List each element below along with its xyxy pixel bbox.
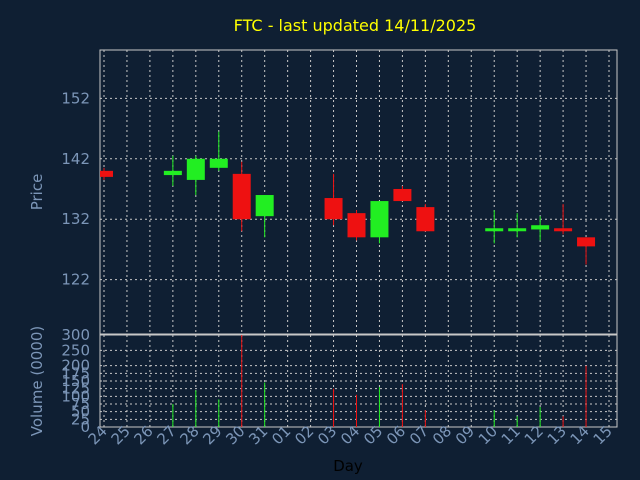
candle-body-27 <box>163 170 182 176</box>
volume-tick-label: 75 <box>71 395 90 413</box>
candle-body-24 <box>100 170 113 177</box>
price-tick-label: 142 <box>61 150 90 168</box>
volume-tick-label: 25 <box>71 410 90 428</box>
volume-tick-label: 250 <box>61 341 90 359</box>
volume-tick-label: 125 <box>61 380 90 398</box>
candle-body-13 <box>554 228 573 232</box>
price-plot-frame <box>99 49 618 335</box>
x-axis: 2425262728293031010203040506070809101112… <box>85 422 616 448</box>
candle-body-04 <box>347 213 366 238</box>
price-axis-label: Price <box>28 174 46 211</box>
volume-plot-frame <box>99 334 618 428</box>
price-tick-label: 122 <box>61 271 90 289</box>
volume-tick-label: 175 <box>61 364 90 382</box>
volume-tick-label: 200 <box>61 357 90 375</box>
volume-tick-label: 0 <box>80 418 90 436</box>
candle-body-03 <box>324 198 343 220</box>
price-tick-label: 152 <box>61 89 90 107</box>
candle-body-31 <box>255 195 274 217</box>
x-tick-label: 15 <box>590 422 616 448</box>
candle-body-12 <box>531 225 550 230</box>
candle-body-11 <box>508 228 527 232</box>
volume-tick-label: 50 <box>71 403 90 421</box>
candle-body-30 <box>232 173 251 220</box>
price-tick-label: 132 <box>61 210 90 228</box>
candle-body-06 <box>393 188 412 202</box>
volume-axis-label: Volume (0000) <box>28 326 46 436</box>
chart-title: FTC - last updated 14/11/2025 <box>234 16 477 35</box>
candle-body-28 <box>186 158 205 180</box>
candle-body-10 <box>485 228 504 232</box>
volume-tick-label: 150 <box>61 372 90 390</box>
volume-tick-label: 100 <box>61 387 90 405</box>
candle-body-07 <box>416 207 435 232</box>
price-panel: 122 132 142 152 <box>61 49 618 335</box>
volume-tick-label: 300 <box>61 326 90 344</box>
x-axis-label: Day <box>333 457 363 475</box>
candle-body-05 <box>370 201 389 238</box>
candle-body-29 <box>209 158 228 168</box>
candle-body-14 <box>577 237 596 247</box>
